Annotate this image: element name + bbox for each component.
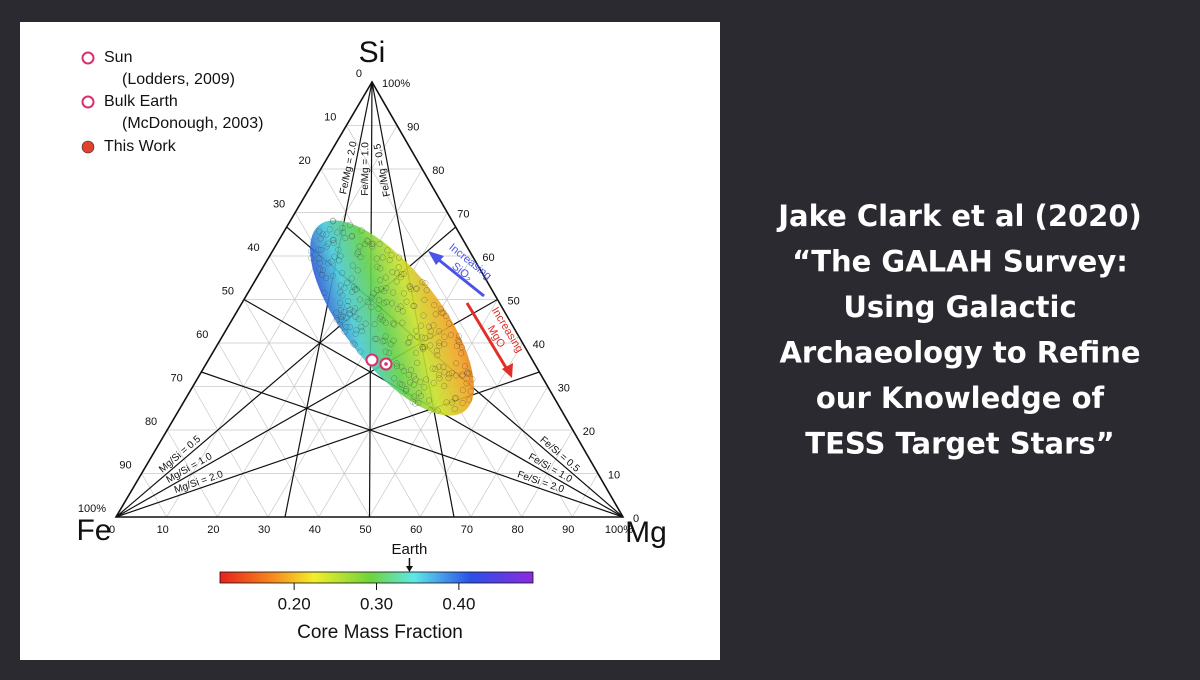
legend-label: Bulk Earth (104, 93, 178, 110)
tick-label: 80 (145, 416, 157, 428)
legend-marker (82, 141, 94, 153)
vertex-label: Mg (625, 516, 667, 549)
legend-label: This Work (104, 138, 177, 155)
tick-label: 50 (359, 524, 371, 536)
tick-label: 10 (324, 111, 336, 123)
caption-line: Using Galactic (843, 290, 1076, 324)
tick-label: 30 (558, 382, 570, 394)
colorbar-tick-label: 0.30 (360, 594, 393, 613)
legend-marker (83, 97, 94, 108)
tick-label: 90 (562, 524, 574, 536)
bulk-earth-marker (367, 355, 378, 366)
tick-label: 20 (583, 426, 595, 438)
colorbar-label: Core Mass Fraction (297, 622, 463, 643)
tick-label: 90 (407, 121, 419, 133)
tick-label: 60 (410, 524, 422, 536)
tick-label: 70 (461, 524, 473, 536)
slide: Fe/Mg = 2.0 Fe/Mg = 1.0 Fe/Mg = 0.5Mg/Si =… (0, 0, 1200, 675)
caption-line: our Knowledge of (816, 381, 1105, 415)
tick-label: 40 (247, 242, 259, 254)
tick-label: 10 (608, 469, 620, 481)
vertex-label: Si (359, 36, 386, 69)
tick-label: 50 (222, 285, 234, 297)
caption-line: Jake Clark et al (2020) (776, 199, 1142, 233)
tick-label: 100% (382, 78, 410, 90)
tick-label: 0 (356, 68, 362, 80)
tick-label: 20 (207, 524, 219, 536)
tick-label: 40 (533, 339, 545, 351)
legend-marker (83, 53, 94, 64)
caption-line: TESS Target Stars” (805, 427, 1114, 461)
tick-label: 40 (309, 524, 321, 536)
vertex-label: Fe (76, 514, 111, 547)
ratio-label: Fe/Mg = 1.0 (360, 142, 371, 196)
tick-label: 50 (508, 295, 520, 307)
colorbar (220, 572, 533, 583)
tick-label: 60 (482, 252, 494, 264)
tick-label: 60 (196, 329, 208, 341)
page: Fe/Mg = 2.0 Fe/Mg = 1.0 Fe/Mg = 0.5 Mg/Si =… (0, 0, 1200, 675)
caption-line: Archaeology to Refine (779, 336, 1140, 370)
tick-label: 20 (299, 155, 311, 167)
tick-label: 70 (457, 208, 469, 220)
tick-label: 30 (258, 524, 270, 536)
caption-line: “The GALAH Survey: (792, 245, 1128, 279)
colorbar-tick-label: 0.20 (278, 594, 311, 613)
legend-label: Sun (104, 49, 132, 66)
tick-label: 80 (511, 524, 523, 536)
tick-label: 90 (119, 459, 131, 471)
tick-label: 30 (273, 198, 285, 210)
legend-note: (McDonough, 2003) (122, 115, 263, 132)
colorbar-tick-label: 0.40 (442, 594, 475, 613)
tick-label: 80 (432, 165, 444, 177)
sun-marker-dot (384, 362, 388, 366)
legend-note: (Lodders, 2009) (122, 71, 235, 88)
tick-label: 10 (157, 524, 169, 536)
earth-label: Earth (392, 541, 428, 558)
tick-label: 70 (171, 372, 183, 384)
